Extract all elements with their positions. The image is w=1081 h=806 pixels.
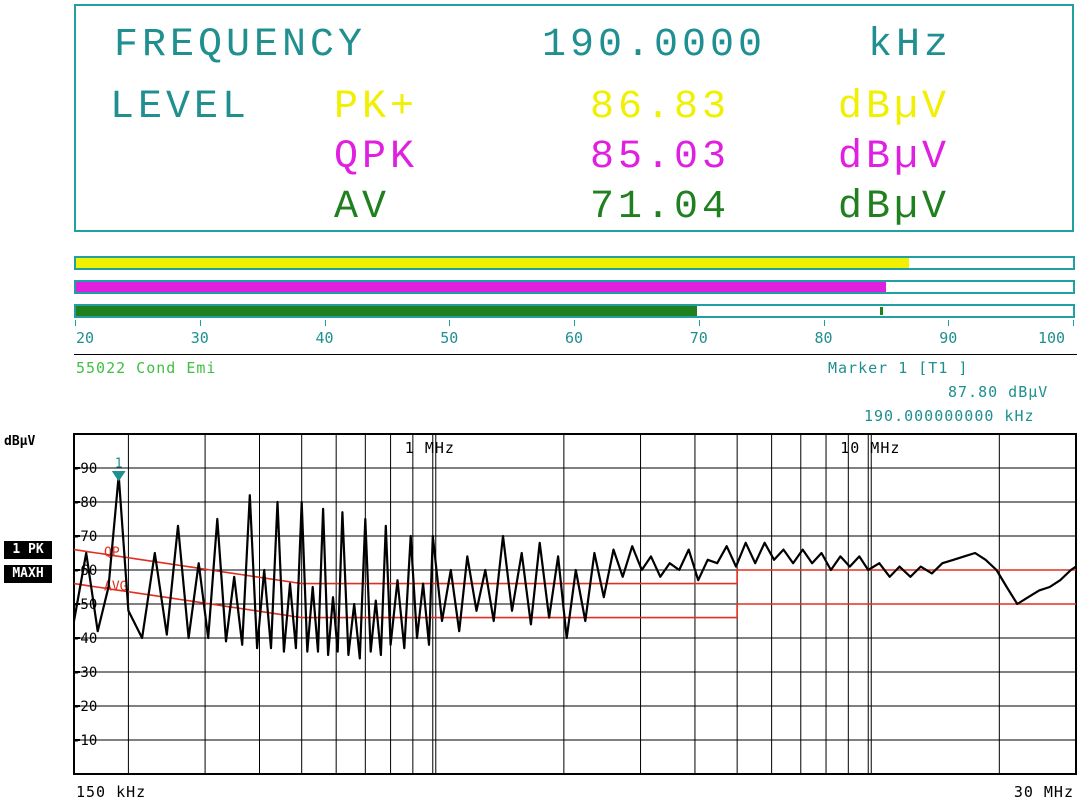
meter-tick-label: 80 (814, 329, 833, 347)
meter-tick-label: 30 (190, 329, 209, 347)
y-unit-label: dBµV (4, 434, 36, 449)
av-level-bar-fill (76, 306, 697, 316)
meter-tick-mark (75, 320, 76, 326)
meter-tick-label: 90 (939, 329, 958, 347)
marker-label: Marker 1 [T1 ] (828, 359, 969, 377)
frequency-unit: kHz (868, 23, 953, 68)
marker-1-symbol (111, 470, 126, 482)
av-limit-marker (879, 307, 883, 315)
y-tick-label: -40 (72, 631, 97, 647)
qpk-level-unit: dBµV (838, 135, 951, 180)
meter-tick-mark (823, 320, 825, 326)
pk-level-bar (74, 256, 1075, 270)
trace-detector-badge[interactable]: 1 PK (4, 541, 52, 559)
pk-level-bar-fill (76, 258, 909, 268)
y-tick-label: -70 (72, 529, 97, 545)
trace-mode-badge[interactable]: MAXH (4, 565, 52, 583)
meter-tick-mark (199, 320, 201, 326)
meter-tick-mark (1073, 320, 1074, 326)
meter-tick-label: 50 (440, 329, 459, 347)
y-tick-label: -90 (72, 461, 97, 477)
meter-tick-label: 100 (1038, 329, 1066, 347)
pk-level-unit: dBµV (838, 85, 951, 130)
av-level-value: 71.04 (590, 185, 731, 230)
frequency-value: 190.0000 (542, 23, 767, 68)
y-tick-label: -20 (72, 699, 97, 715)
meter-tick-label: 70 (689, 329, 708, 347)
qpk-level-bar-fill (76, 282, 887, 292)
marker-frequency: 190.000000000 kHz (864, 407, 1035, 425)
meter-tick-mark (698, 320, 700, 326)
meter-tick-mark (449, 320, 451, 326)
measurement-title: 55022 Cond Emi (76, 359, 217, 377)
meter-tick-label: 20 (76, 329, 95, 347)
level-label: LEVEL (110, 85, 251, 130)
qpk-level-bar (74, 280, 1075, 294)
x-decade-label: 10 MHz (840, 439, 900, 457)
meter-tick-mark (324, 320, 326, 326)
qpk-level-value: 85.03 (590, 135, 731, 180)
qpk-detector-label: QPK (334, 135, 419, 180)
meter-tick-mark (574, 320, 575, 326)
av-level-unit: dBµV (838, 185, 951, 230)
meter-tick-label: 40 (315, 329, 334, 347)
separator-line (74, 354, 1077, 355)
av-detector-label: AV (334, 185, 391, 230)
frequency-label: FREQUENCY (114, 23, 367, 68)
spectrum-trace (72, 474, 1077, 660)
marker-1-label: 1 (115, 456, 123, 471)
meter-tick-label: 60 (565, 329, 584, 347)
y-tick-label: -10 (72, 733, 97, 749)
x-decade-label: 1 MHz (405, 439, 455, 457)
av-level-bar (74, 304, 1075, 318)
pk-level-value: 86.83 (590, 85, 731, 130)
meter-tick-mark (948, 320, 950, 326)
y-tick-label: -30 (72, 665, 97, 681)
x-end-label: 30 MHz (1014, 783, 1074, 801)
y-tick-label: -80 (72, 495, 97, 511)
level-readout-panel: FREQUENCY 190.0000 kHz LEVEL PK+ 86.83 d… (74, 4, 1074, 232)
x-start-label: 150 kHz (76, 783, 146, 801)
y-tick-label: -60 (72, 563, 97, 579)
marker-level: 87.80 dBµV (948, 383, 1049, 401)
pk-detector-label: PK+ (334, 85, 419, 130)
